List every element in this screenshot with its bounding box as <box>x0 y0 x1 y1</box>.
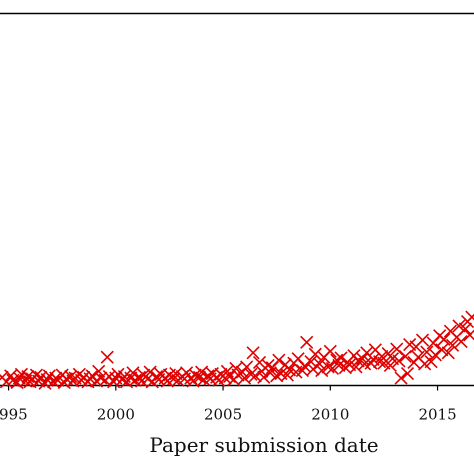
data-point <box>261 358 275 372</box>
data-point <box>398 349 412 364</box>
data-point <box>415 333 430 347</box>
data-point <box>445 338 460 352</box>
x-axis-label: Paper submission date <box>149 433 378 457</box>
data-point <box>463 328 474 342</box>
data-point <box>428 348 442 362</box>
data-point <box>132 370 146 384</box>
x-tick-label: 2010 <box>311 406 349 424</box>
data-point <box>323 344 337 358</box>
data-point <box>325 361 340 375</box>
data-point <box>435 343 449 357</box>
data-point <box>272 353 286 367</box>
data-point <box>246 346 260 360</box>
data-point <box>454 335 468 349</box>
data-points <box>0 310 474 390</box>
x-tick-label: 2000 <box>97 406 135 424</box>
data-point <box>100 350 114 364</box>
data-point <box>64 370 78 384</box>
x-tick-label: 2015 <box>418 406 456 424</box>
data-point <box>390 342 404 356</box>
data-point <box>321 360 335 374</box>
data-point <box>437 332 451 346</box>
data-point <box>252 355 267 370</box>
data-point <box>300 335 314 349</box>
data-point <box>334 351 348 365</box>
data-point <box>315 364 329 378</box>
data-point <box>47 375 61 389</box>
x-tick-label: 1995 <box>0 406 28 424</box>
x-axis-ticks <box>7 385 439 391</box>
data-point <box>394 371 408 385</box>
data-point <box>248 369 262 383</box>
x-axis-tick-labels: 1995 2000 2005 2010 2015 <box>0 406 457 424</box>
data-point <box>452 319 466 333</box>
data-point <box>304 355 318 369</box>
data-point <box>195 365 209 379</box>
data-point <box>107 375 121 389</box>
data-point <box>392 354 406 368</box>
data-point <box>400 367 415 381</box>
data-point <box>244 367 258 381</box>
x-tick-label: 2005 <box>204 406 242 424</box>
data-point <box>297 359 312 373</box>
data-point <box>424 355 438 369</box>
data-point <box>441 346 455 360</box>
data-point <box>270 369 284 383</box>
data-point <box>420 345 434 359</box>
data-point <box>188 368 202 382</box>
data-point <box>308 347 322 361</box>
data-point <box>237 371 252 385</box>
data-point <box>222 370 237 384</box>
data-point <box>458 322 472 336</box>
data-point <box>465 310 474 324</box>
